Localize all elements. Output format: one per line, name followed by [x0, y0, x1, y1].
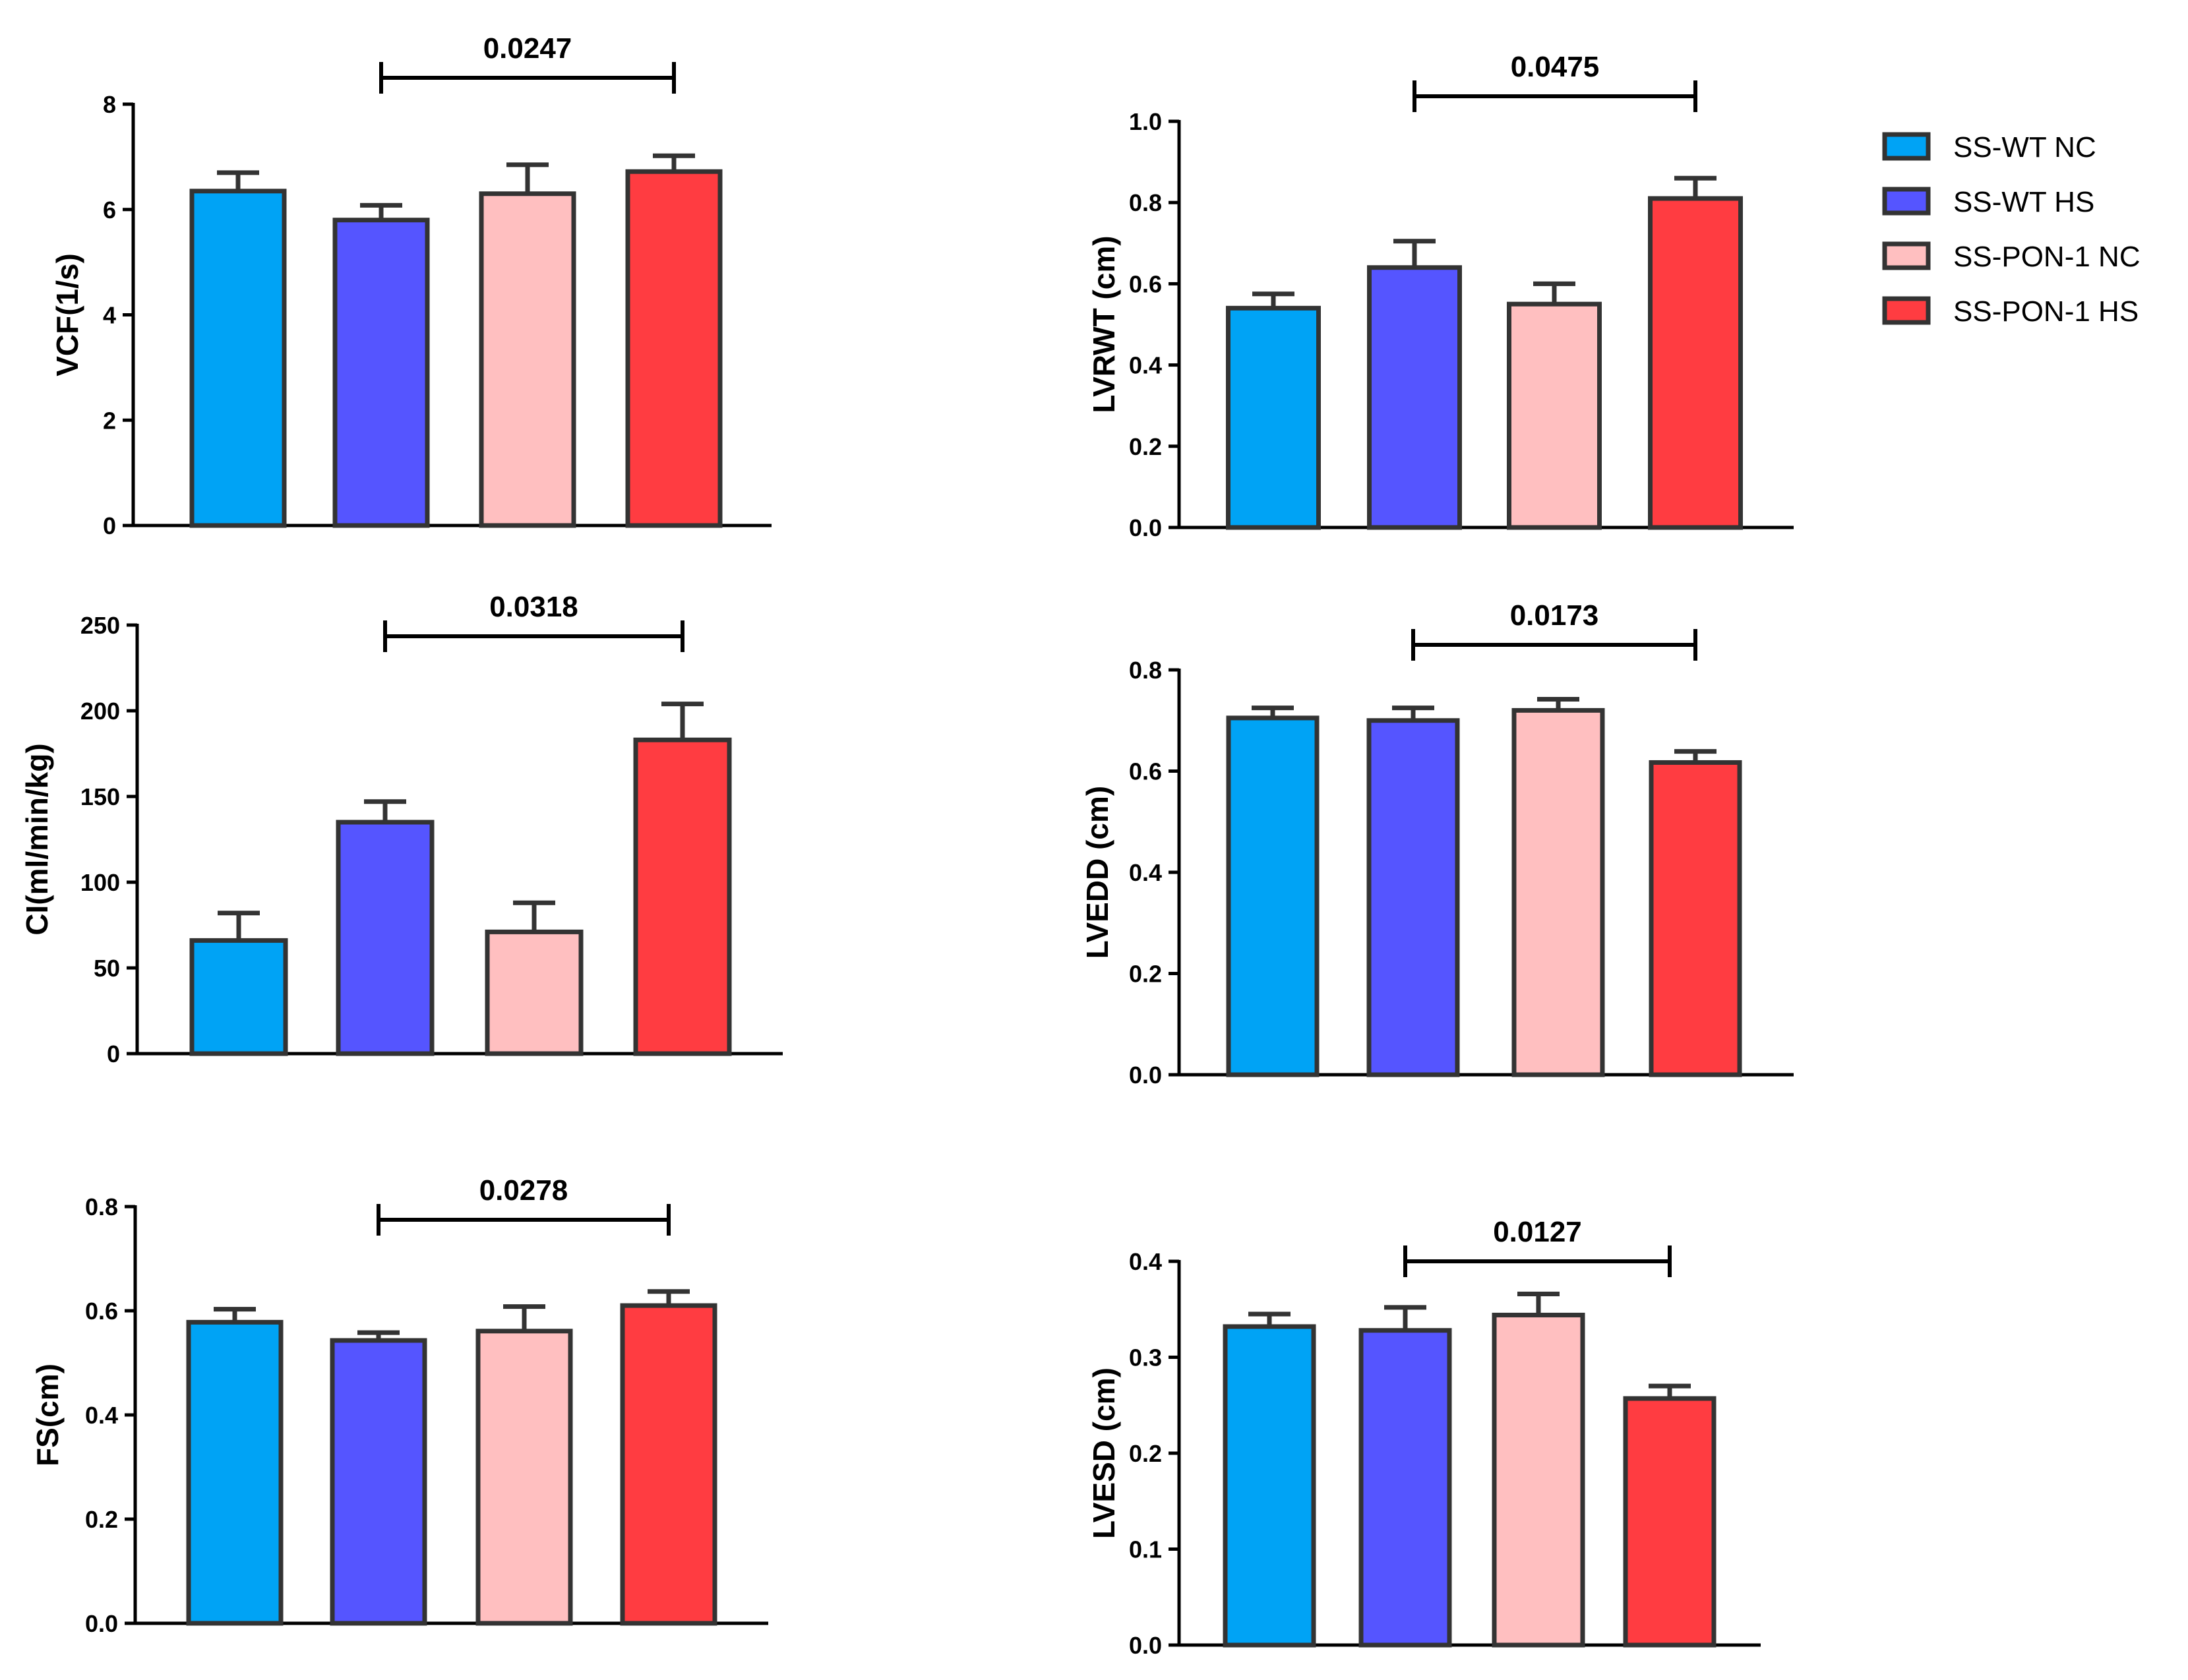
legend-swatch	[1882, 187, 1931, 216]
panel-top-right: 0.0 0.2 0.4 0.6 0.8 1.0 LVRWT (cm) 0.0475	[1087, 51, 1794, 541]
panel-bottom-left: 0.0 0.2 0.4 0.6 0.8 FS(cm) 0.0278	[30, 1174, 768, 1637]
bar-1	[189, 189, 287, 528]
legend-item: SS-WT NC	[1882, 131, 2096, 164]
y-axis-label: LVESD (cm)	[1087, 1367, 1121, 1539]
p-value-label: 0.0318	[489, 591, 578, 623]
y-tick-label: 0.1	[1129, 1536, 1162, 1563]
bar-4	[1649, 760, 1742, 1077]
y-tick-label: 8	[103, 91, 116, 118]
bar-3	[1507, 301, 1602, 530]
y-tick-label: 0.8	[1129, 657, 1162, 684]
bar-1	[189, 938, 288, 1056]
y-tick-label: 0.8	[1129, 189, 1162, 216]
y-tick-label: 250	[80, 612, 120, 639]
panel-bottom-right: 0.0 0.1 0.2 0.3 0.4 LVESD (cm) 0.0127	[1087, 1216, 1761, 1659]
y-tick-label: 0.4	[1129, 352, 1162, 379]
legend-item: SS-PON-1 NC	[1882, 241, 2141, 273]
chart-panels: 0 2 4 6 8 VCF(1/s) 0.0247 0.0 0.2 0.4 0.6 0.8 1.0 LVR…	[20, 32, 1794, 1659]
y-tick-label: 0	[107, 1040, 120, 1067]
bar-1	[1223, 1324, 1316, 1648]
p-value-label: 0.0127	[1493, 1216, 1582, 1248]
y-tick-label: 0.2	[1129, 961, 1162, 988]
y-tick-label: 0.2	[85, 1506, 118, 1533]
bar-3	[1492, 1312, 1585, 1648]
panel-middle-left: 0 50 100 150 200 250 CI(ml/min/kg) 0.0318	[20, 591, 783, 1067]
bar-4	[633, 737, 732, 1056]
bar-3	[1511, 707, 1605, 1077]
y-tick-label: 4	[103, 302, 116, 329]
bar-2	[336, 820, 435, 1056]
legend-label: SS-PON-1 NC	[1953, 241, 2141, 273]
y-tick-label: 0.3	[1129, 1344, 1162, 1371]
y-tick-label: 0	[103, 512, 116, 539]
legend-label: SS-PON-1 HS	[1953, 295, 2139, 328]
bar-4	[1623, 1396, 1717, 1648]
bar-4	[625, 169, 723, 528]
legend-swatch	[1882, 296, 1931, 325]
y-axis-label: FS(cm)	[30, 1364, 65, 1466]
bar-4	[1648, 196, 1743, 530]
y-tick-label: 0.0	[1129, 1062, 1162, 1089]
legend-item: SS-PON-1 HS	[1882, 295, 2139, 328]
y-tick-label: 0.0	[1129, 1632, 1162, 1659]
bar-1	[186, 1319, 284, 1626]
y-tick-label: 150	[80, 783, 120, 810]
p-value-label: 0.0278	[479, 1174, 568, 1207]
y-tick-label: 6	[103, 196, 116, 224]
legend-swatch	[1882, 132, 1931, 161]
y-tick-label: 0.4	[1129, 1248, 1162, 1275]
y-tick-label: 0.2	[1129, 433, 1162, 460]
y-tick-label: 0.8	[85, 1193, 118, 1220]
legend-item: SS-WT HS	[1882, 186, 2094, 218]
y-axis-label: VCF(1/s)	[50, 253, 84, 376]
bar-3	[485, 929, 584, 1056]
y-tick-label: 0.4	[85, 1402, 118, 1429]
bar-3	[475, 1329, 573, 1626]
panel-top-left: 0 2 4 6 8 VCF(1/s) 0.0247	[50, 32, 772, 539]
y-tick-label: 0.6	[1129, 270, 1162, 297]
y-tick-label: 100	[80, 869, 120, 896]
y-tick-label: 0.0	[1129, 514, 1162, 541]
panel-middle-right: 0.0 0.2 0.4 0.6 0.8 LVEDD (cm) 0.0173	[1080, 599, 1794, 1089]
bar-2	[1367, 265, 1462, 530]
y-tick-label: 0.0	[85, 1610, 118, 1637]
y-tick-label: 1.0	[1129, 108, 1162, 135]
y-axis-label: LVRWT (cm)	[1087, 235, 1121, 413]
y-axis-label: LVEDD (cm)	[1080, 786, 1114, 959]
y-tick-label: 0.4	[1129, 859, 1162, 886]
bar-1	[1226, 715, 1320, 1077]
p-value-label: 0.0475	[1511, 51, 1600, 83]
y-tick-label: 0.6	[85, 1298, 118, 1325]
legend-swatch	[1882, 241, 1931, 270]
legend-label: SS-WT NC	[1953, 131, 2096, 164]
bar-2	[330, 1338, 427, 1626]
p-value-label: 0.0247	[483, 32, 572, 65]
bar-4	[620, 1303, 717, 1626]
bar-2	[332, 218, 430, 528]
bar-1	[1226, 305, 1321, 530]
p-value-label: 0.0173	[1510, 599, 1599, 632]
y-axis-label: CI(ml/min/kg)	[20, 743, 54, 935]
legend-label: SS-WT HS	[1953, 186, 2094, 218]
legend: SS-WT NC SS-WT HS SS-PON-1 NC SS-PON-1 HS	[1882, 131, 2141, 328]
bar-2	[1358, 1328, 1452, 1648]
y-tick-label: 50	[94, 955, 120, 982]
y-tick-label: 2	[103, 407, 116, 434]
y-tick-label: 200	[80, 698, 120, 725]
y-tick-label: 0.2	[1129, 1440, 1162, 1467]
bar-3	[479, 191, 576, 528]
y-tick-label: 0.6	[1129, 758, 1162, 785]
bar-2	[1366, 718, 1460, 1077]
